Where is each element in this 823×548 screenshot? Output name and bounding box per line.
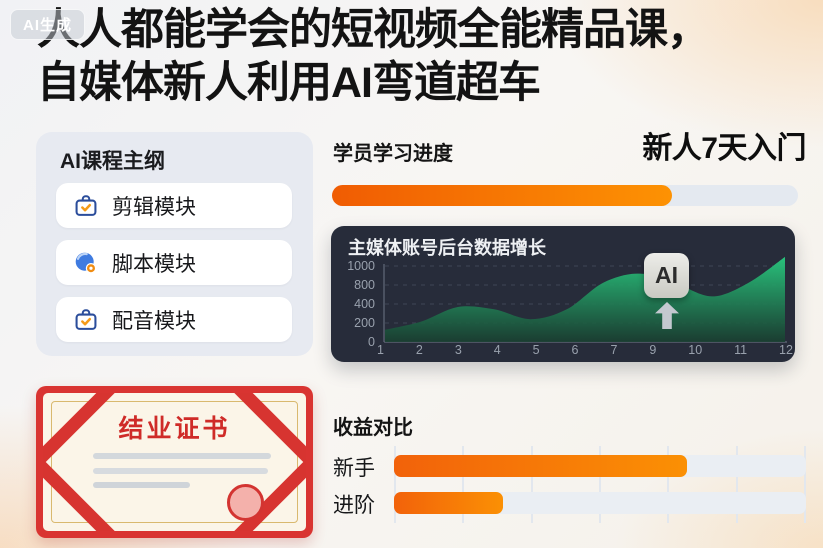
growth-chart-panel: 主媒体账号后台数据增长 1000 800 400 200 0 1 2 3 4 5 6 7 9 10 11 1… — [331, 226, 795, 362]
ai-annotation-badge: AI — [644, 253, 689, 298]
course-module-item-2[interactable]: 脚本模块 — [56, 240, 292, 285]
certificate-gold-border — [51, 401, 298, 523]
progress-section-label: 学员学习进度 — [333, 143, 453, 165]
x-tick-label: 6 — [571, 343, 579, 357]
x-tick-label: 12 — [779, 343, 793, 357]
y-tick-label: 800 — [354, 278, 375, 292]
course-outline-panel: AI课程主纲 剪辑模块脚本模块配音模块 — [36, 132, 313, 356]
headline-line-2: 自媒体新人利用AI弯道超车 — [37, 59, 541, 107]
comparison-gridline — [598, 446, 601, 523]
y-tick-label: 1000 — [347, 259, 375, 273]
certificate-seal — [227, 484, 264, 521]
learning-progress-fill — [332, 185, 673, 206]
comparison-gridline — [462, 446, 465, 523]
module-label: 脚本模块 — [112, 252, 196, 276]
chart-title: 主媒体账号后台数据增长 — [348, 238, 546, 258]
progress-highlight-text: 新人7天入门 — [642, 132, 806, 165]
comparison-bar-advanced — [394, 492, 806, 514]
course-module-list: 剪辑模块脚本模块配音模块 — [56, 183, 292, 354]
comparison-gridline — [735, 446, 738, 523]
ai-generated-watermark-badge: AI生成 — [10, 9, 86, 40]
x-tick-label: 5 — [532, 343, 540, 357]
learning-progress-bar — [332, 185, 798, 206]
globe-gear-icon — [73, 250, 99, 276]
course-module-item-3[interactable]: 配音模块 — [56, 297, 292, 342]
x-tick-label: 3 — [454, 343, 462, 357]
headline-line-1: 人人都能学会的短视频全能精品课， — [37, 6, 710, 54]
y-tick-label: 200 — [354, 316, 375, 330]
comparison-row-label: 进阶 — [333, 494, 375, 517]
certificate-text-line — [93, 482, 190, 488]
comparison-gridlines — [394, 446, 806, 523]
chart-x-axis-labels: 1 2 3 4 5 6 7 9 10 11 12 — [377, 343, 793, 357]
y-tick-label: 0 — [368, 335, 375, 349]
certificate-title: 结业证书 — [118, 415, 231, 443]
income-comparison-title: 收益对比 — [333, 417, 413, 439]
certificate-text-line — [93, 468, 268, 474]
comparison-gridline — [667, 446, 670, 523]
comparison-bar-fill — [394, 455, 687, 477]
module-label: 配音模块 — [112, 309, 196, 333]
comparison-bar-fill — [394, 492, 504, 514]
briefcase-check-icon — [73, 307, 99, 333]
area-chart — [383, 256, 787, 343]
x-tick-label: 2 — [415, 343, 423, 357]
certificate-inner: 结业证书 — [43, 393, 306, 531]
comparison-gridline — [803, 446, 806, 523]
x-tick-label: 1 — [377, 343, 384, 357]
x-tick-label: 11 — [734, 343, 748, 357]
briefcase-check-icon — [73, 193, 99, 219]
comparison-gridline — [530, 446, 533, 523]
module-label: 剪辑模块 — [112, 195, 196, 219]
page-title: 人人都能学会的短视频全能精品课， 自媒体新人利用AI弯道超车 — [37, 4, 817, 110]
completion-certificate: 结业证书 — [36, 386, 313, 538]
x-tick-label: 4 — [493, 343, 501, 357]
comparison-row-label: 新手 — [333, 457, 375, 480]
x-tick-label: 10 — [688, 343, 703, 357]
y-tick-label: 400 — [354, 297, 375, 311]
course-outline-title: AI课程主纲 — [60, 150, 165, 173]
x-tick-label: 9 — [649, 343, 657, 357]
course-module-item-1[interactable]: 剪辑模块 — [56, 183, 292, 228]
comparison-bar-novice — [394, 455, 806, 477]
comparison-gridline — [394, 446, 396, 523]
x-tick-label: 7 — [610, 343, 618, 357]
certificate-text-line — [93, 453, 271, 459]
